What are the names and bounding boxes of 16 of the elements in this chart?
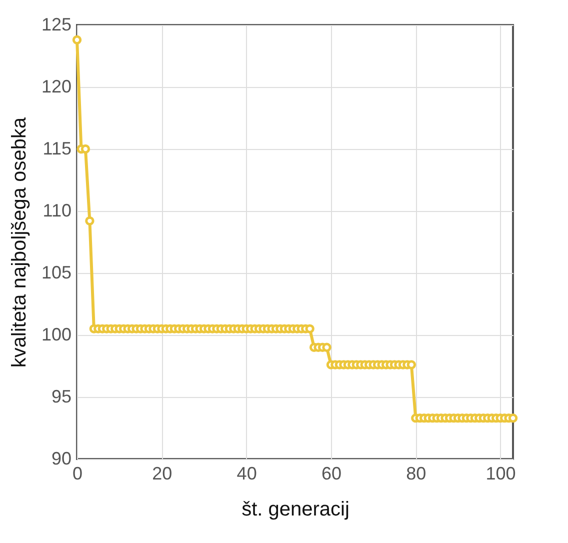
y-tick-label: 120 (41, 76, 72, 96)
y-axis-title: kvaliteta najboljšega osebka (8, 116, 30, 368)
x-tick-label: 80 (406, 464, 426, 484)
x-axis-title: št. generacij (242, 498, 350, 520)
y-tick-label: 110 (42, 200, 72, 220)
y-tick-label: 100 (41, 324, 72, 344)
x-tick-label: 20 (152, 464, 172, 484)
y-tick-label: 105 (41, 262, 72, 282)
y-tick-label: 115 (42, 138, 72, 158)
x-tick-label: 40 (236, 464, 257, 484)
x-tick-label: 60 (321, 464, 342, 484)
x-tick-label: 100 (486, 464, 516, 484)
y-tick-label: 90 (51, 448, 72, 468)
x-tick-label: 0 (72, 464, 83, 484)
y-tick-label: 125 (41, 14, 72, 34)
y-tick-label: 95 (51, 386, 72, 406)
